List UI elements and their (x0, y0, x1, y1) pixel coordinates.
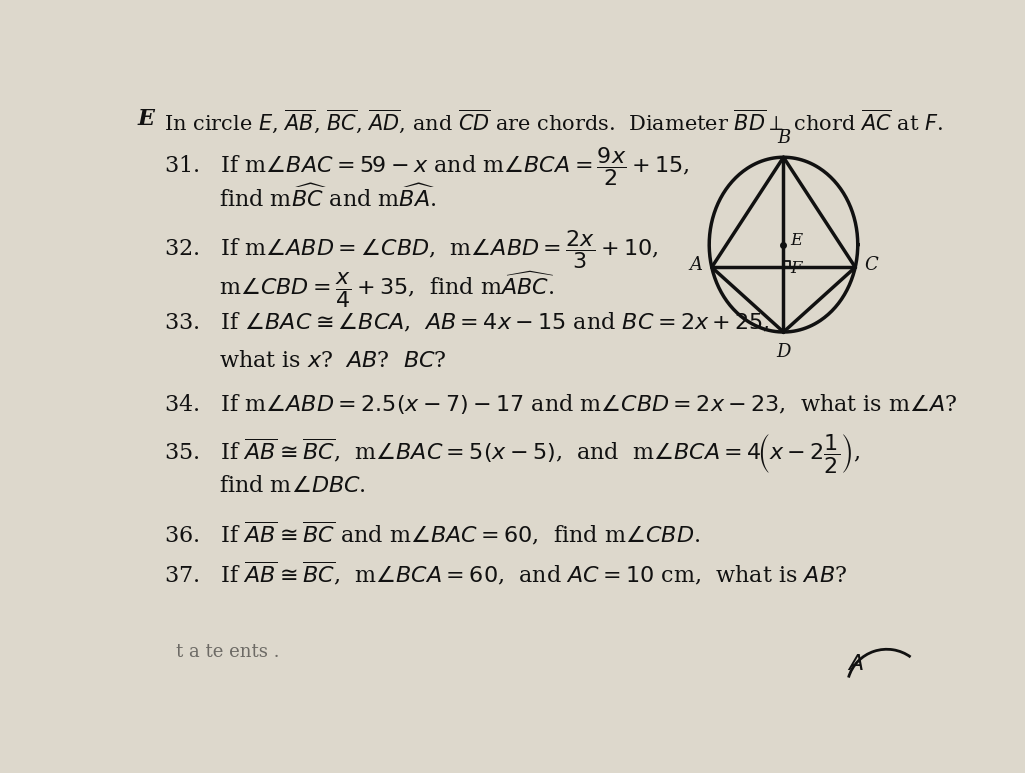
Text: 36.   If $\overline{AB}\cong\overline{BC}$ and m$\angle BAC=60$,  find m$\angle : 36. If $\overline{AB}\cong\overline{BC}$… (164, 520, 700, 548)
Text: 35.   If $\overline{AB}\cong\overline{BC}$,  m$\angle BAC=5(x-5)$,  and  m$\angl: 35. If $\overline{AB}\cong\overline{BC}$… (164, 432, 860, 475)
Text: 33.   If $\angle BAC\cong\angle BCA$,  $AB=4x-15$ and $BC=2x+25$,: 33. If $\angle BAC\cong\angle BCA$, $AB=… (164, 312, 770, 335)
Text: $A$: $A$ (847, 653, 864, 676)
Text: In circle $E$, $\overline{AB}$, $\overline{BC}$, $\overline{AD}$, and $\overline: In circle $E$, $\overline{AB}$, $\overli… (164, 107, 943, 135)
Text: t a te ents .: t a te ents . (176, 643, 279, 662)
Text: 34.   If m$\angle ABD=2.5(x-7)-17$ and m$\angle CBD=2x-23$,  what is m$\angle A$: 34. If m$\angle ABD=2.5(x-7)-17$ and m$\… (164, 392, 957, 416)
Text: 37.   If $\overline{AB}\cong\overline{BC}$,  m$\angle BCA=60$,  and $AC=10$ cm, : 37. If $\overline{AB}\cong\overline{BC}$… (164, 560, 847, 587)
Text: 31.   If m$\angle BAC=59-x$ and m$\angle BCA=\dfrac{9x}{2}+15$,: 31. If m$\angle BAC=59-x$ and m$\angle B… (164, 145, 690, 188)
Text: find m$\angle DBC$.: find m$\angle DBC$. (219, 475, 367, 497)
Text: m$\angle CBD=\dfrac{x}{4}+35$,  find m$\widehat{ABC}$.: m$\angle CBD=\dfrac{x}{4}+35$, find m$\w… (219, 270, 556, 310)
Text: 32.   If m$\angle ABD=\angle CBD$,  m$\angle ABD=\dfrac{2x}{3}+10$,: 32. If m$\angle ABD=\angle CBD$, m$\angl… (164, 228, 658, 271)
Text: find m$\widehat{BC}$ and m$\widehat{BA}$.: find m$\widehat{BC}$ and m$\widehat{BA}$… (219, 185, 437, 213)
Text: E: E (137, 107, 155, 130)
Text: what is $x$?  $AB$?  $BC$?: what is $x$? $AB$? $BC$? (219, 350, 447, 372)
